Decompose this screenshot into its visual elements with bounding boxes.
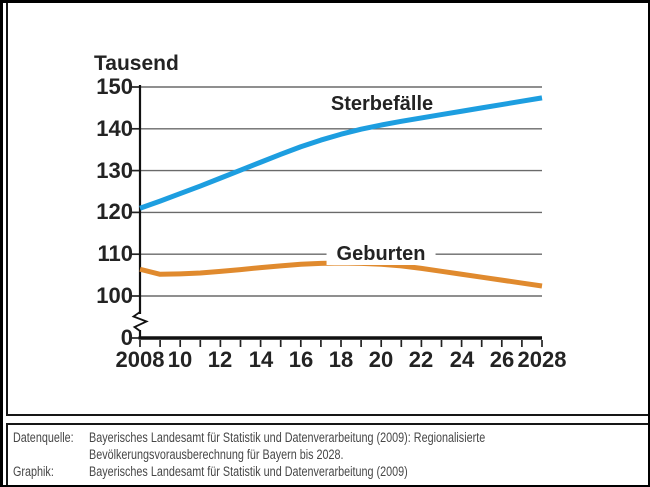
y-tick-label-140: 140	[96, 116, 133, 141]
y-tick-label-130: 130	[96, 158, 133, 183]
x-tick-label-16: 16	[288, 347, 314, 372]
x-tick-label-14: 14	[248, 347, 274, 372]
x-tick-label-2028: 2028	[517, 347, 567, 372]
series-label-geburten: Geburten	[326, 244, 436, 265]
y-tick-label-110: 110	[97, 241, 134, 266]
source-text-line-3: Bayerisches Landesamt für Statistik und …	[89, 464, 408, 479]
y-tick-label-150: 150	[96, 74, 133, 99]
series-label-sterbefaelle: Sterbefälle	[330, 93, 434, 115]
y-tick-label-100: 100	[96, 283, 133, 308]
x-tick-label-10: 10	[167, 347, 193, 372]
source-text-line-1: Bayerisches Landesamt für Statistik und …	[89, 430, 486, 445]
y-tick-label-0: 0	[120, 325, 133, 350]
x-tick-label-12: 12	[207, 347, 233, 372]
x-tick-label-20: 20	[368, 347, 394, 372]
source-label-datenquelle: Datenquelle:	[13, 430, 74, 445]
x-tick-label-2008: 2008	[115, 347, 165, 372]
source-label-graphik: Graphik:	[13, 464, 54, 479]
source-text-line-2: Bevölkerungsvorausberechnung für Bayern …	[89, 447, 344, 462]
x-tick-label-18: 18	[328, 347, 354, 372]
x-tick-label-26: 26	[489, 347, 515, 372]
y-tick-label-120: 120	[96, 199, 133, 224]
x-tick-label-22: 22	[408, 347, 434, 372]
chart-panel	[6, 0, 650, 416]
y-axis-unit-label: Tausend	[94, 52, 179, 75]
x-tick-label-24: 24	[449, 347, 475, 372]
source-panel	[6, 423, 650, 487]
line-chart-canvas	[131, 85, 543, 347]
